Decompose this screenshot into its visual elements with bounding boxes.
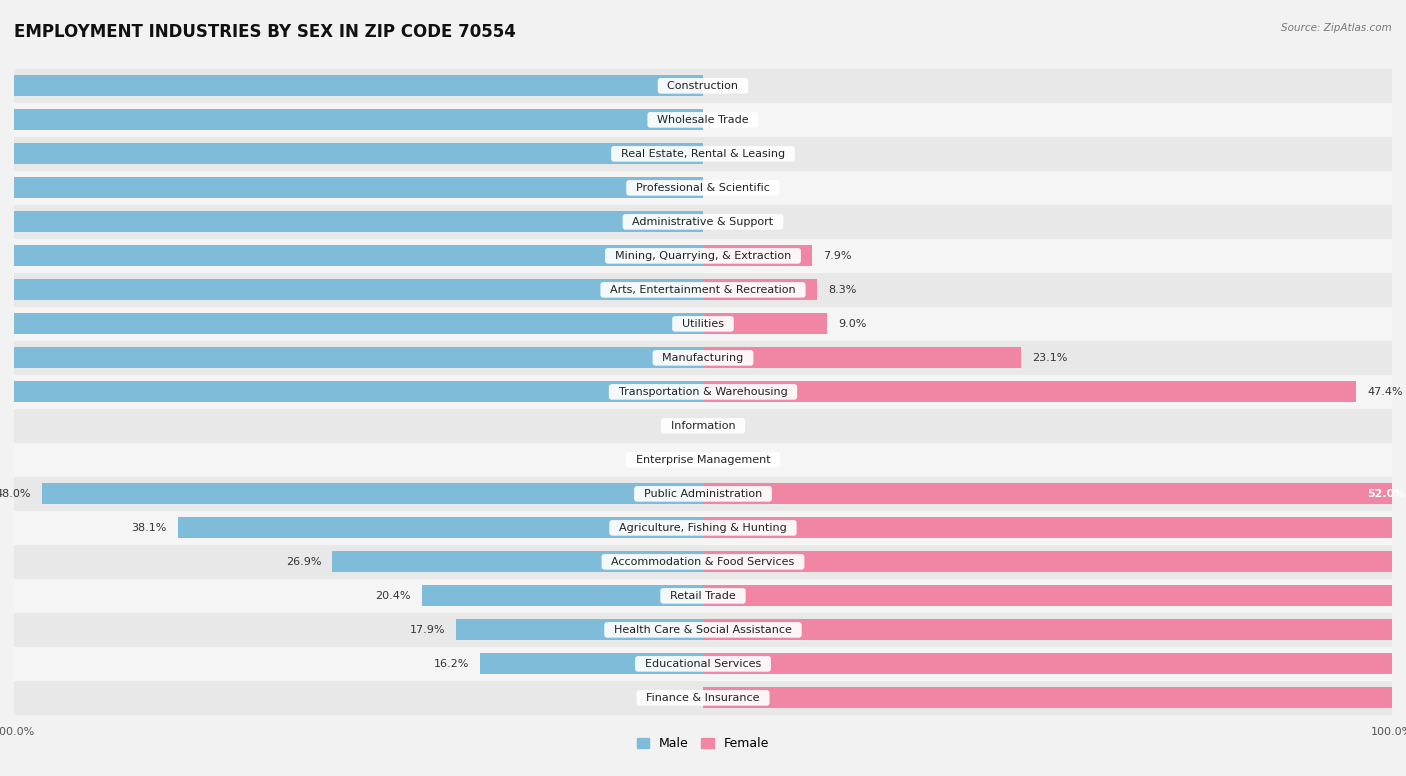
Bar — [0, 348, 703, 369]
Bar — [0, 144, 703, 165]
Text: Finance & Insurance: Finance & Insurance — [640, 693, 766, 703]
Bar — [14, 137, 1392, 171]
Text: Administrative & Support: Administrative & Support — [626, 217, 780, 227]
Bar — [703, 381, 1357, 403]
Text: Accommodation & Food Services: Accommodation & Food Services — [605, 557, 801, 567]
Bar — [14, 239, 1392, 273]
Bar — [14, 341, 1392, 375]
Text: Agriculture, Fishing & Hunting: Agriculture, Fishing & Hunting — [612, 523, 794, 533]
Text: 48.0%: 48.0% — [0, 489, 31, 499]
Text: Arts, Entertainment & Recreation: Arts, Entertainment & Recreation — [603, 285, 803, 295]
Bar — [14, 307, 1392, 341]
Bar — [703, 551, 1406, 573]
Bar — [703, 348, 1021, 369]
Text: Real Estate, Rental & Leasing: Real Estate, Rental & Leasing — [614, 149, 792, 159]
Text: Enterprise Management: Enterprise Management — [628, 455, 778, 465]
Text: Construction: Construction — [661, 81, 745, 91]
Text: 16.2%: 16.2% — [433, 659, 468, 669]
Text: Manufacturing: Manufacturing — [655, 353, 751, 363]
Text: 52.0%: 52.0% — [1368, 489, 1406, 499]
Bar — [14, 647, 1392, 681]
Bar — [0, 314, 703, 334]
Text: 38.1%: 38.1% — [132, 523, 167, 533]
Bar — [332, 551, 703, 573]
Bar — [422, 585, 703, 606]
Text: Health Care & Social Assistance: Health Care & Social Assistance — [607, 625, 799, 635]
Text: 26.9%: 26.9% — [285, 557, 322, 567]
Bar — [14, 477, 1392, 511]
Text: 17.9%: 17.9% — [409, 625, 446, 635]
Legend: Male, Female: Male, Female — [631, 732, 775, 755]
Text: 9.0%: 9.0% — [838, 319, 866, 329]
Text: 7.9%: 7.9% — [823, 251, 852, 261]
Bar — [14, 103, 1392, 137]
Text: Transportation & Warehousing: Transportation & Warehousing — [612, 387, 794, 397]
Bar — [703, 483, 1406, 504]
Text: Mining, Quarrying, & Extraction: Mining, Quarrying, & Extraction — [607, 251, 799, 261]
Bar — [0, 109, 703, 130]
Text: Wholesale Trade: Wholesale Trade — [650, 115, 756, 125]
Text: Educational Services: Educational Services — [638, 659, 768, 669]
Bar — [457, 619, 703, 640]
Bar — [14, 443, 1392, 477]
Text: Information: Information — [664, 421, 742, 431]
Bar — [179, 518, 703, 539]
Bar — [14, 545, 1392, 579]
Bar — [14, 409, 1392, 443]
Text: 20.4%: 20.4% — [375, 591, 411, 601]
Bar — [0, 211, 703, 233]
Text: Public Administration: Public Administration — [637, 489, 769, 499]
Text: Professional & Scientific: Professional & Scientific — [628, 183, 778, 193]
Bar — [703, 518, 1406, 539]
Bar — [14, 273, 1392, 307]
Bar — [14, 69, 1392, 103]
Text: Source: ZipAtlas.com: Source: ZipAtlas.com — [1281, 23, 1392, 33]
Bar — [14, 681, 1392, 715]
Bar — [0, 178, 703, 199]
Bar — [14, 579, 1392, 613]
Text: 8.3%: 8.3% — [828, 285, 856, 295]
Bar — [703, 314, 827, 334]
Bar — [703, 585, 1406, 606]
Bar — [14, 375, 1392, 409]
Bar — [479, 653, 703, 674]
Bar — [703, 688, 1406, 708]
Bar — [14, 613, 1392, 647]
Bar — [42, 483, 703, 504]
Bar — [14, 171, 1392, 205]
Bar — [703, 619, 1406, 640]
Text: 23.1%: 23.1% — [1032, 353, 1067, 363]
Bar — [703, 279, 817, 300]
Bar — [0, 75, 703, 96]
Bar — [703, 653, 1406, 674]
Bar — [14, 511, 1392, 545]
Text: Utilities: Utilities — [675, 319, 731, 329]
Bar — [0, 279, 703, 300]
Bar — [14, 205, 1392, 239]
Text: Retail Trade: Retail Trade — [664, 591, 742, 601]
Bar — [0, 245, 703, 266]
Bar — [0, 381, 703, 403]
Text: EMPLOYMENT INDUSTRIES BY SEX IN ZIP CODE 70554: EMPLOYMENT INDUSTRIES BY SEX IN ZIP CODE… — [14, 23, 516, 41]
Text: 47.4%: 47.4% — [1367, 387, 1403, 397]
Bar — [703, 245, 811, 266]
